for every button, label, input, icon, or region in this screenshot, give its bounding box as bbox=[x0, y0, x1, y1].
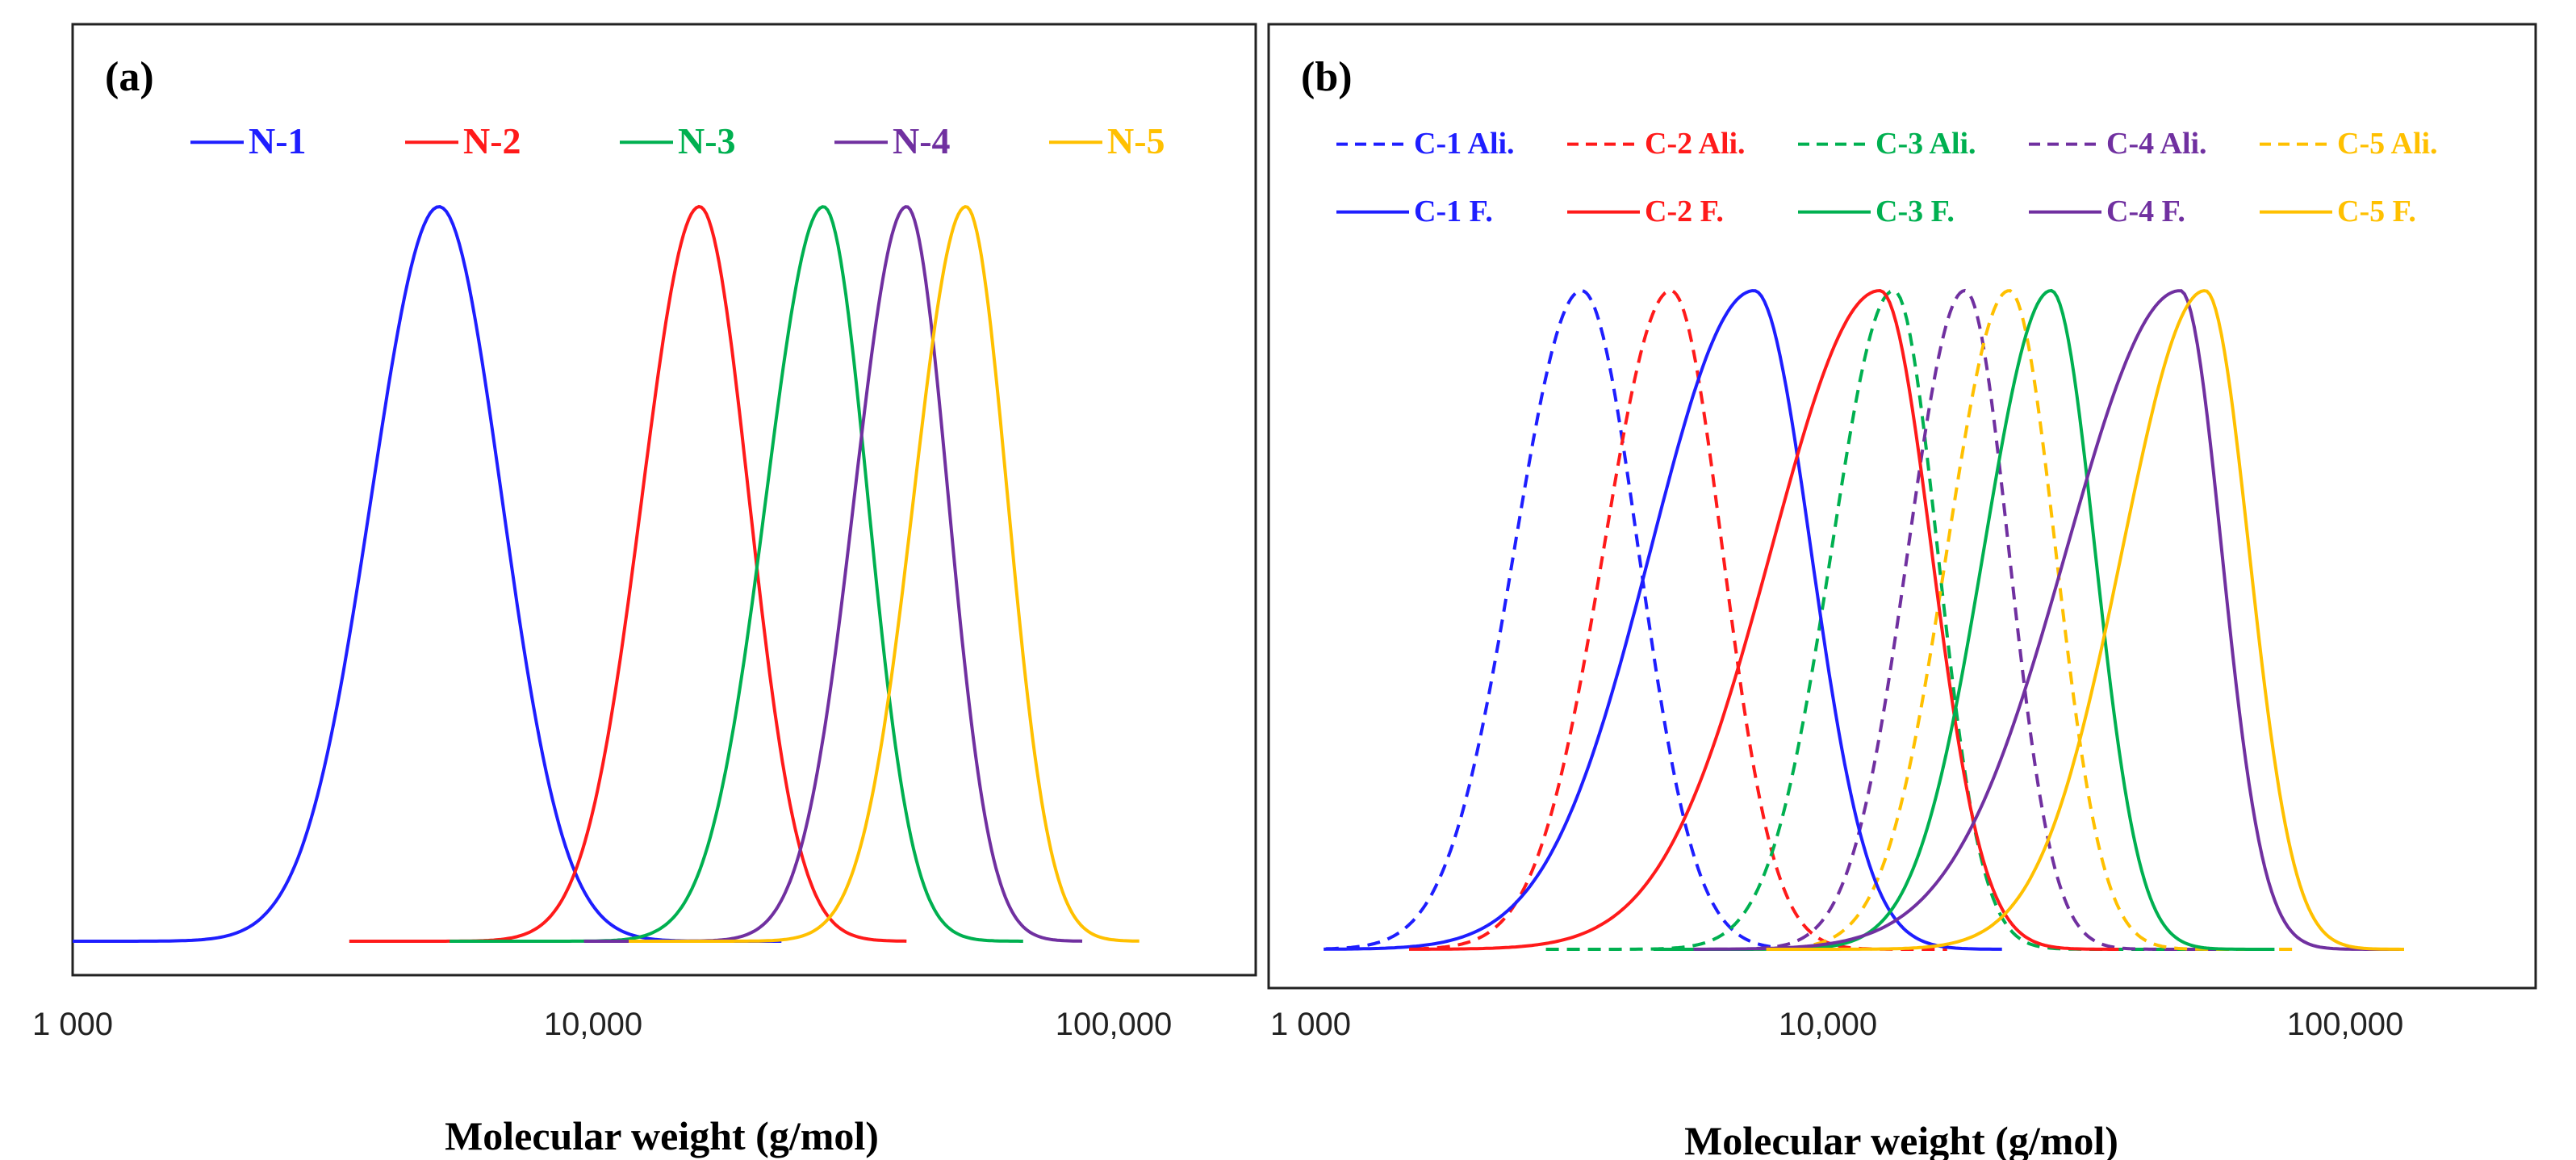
legend-item: C-3 F. bbox=[1798, 195, 1955, 228]
plot-frame-b bbox=[1267, 23, 2537, 990]
x-tick-label: 1 000 bbox=[32, 1007, 113, 1042]
x-axis-title-a: Molecular weight (g/mol) bbox=[445, 1113, 879, 1158]
legend-label: N-2 bbox=[463, 120, 521, 161]
panel-b: (b) C-1 Ali. C-2 Ali. C-3 Ali. C-4 Ali. C-5 … bbox=[1267, 23, 2537, 1160]
legend-item: N-1 bbox=[190, 120, 307, 161]
legend-item: C-2 F. bbox=[1567, 195, 1724, 228]
legend-label: N-1 bbox=[249, 120, 307, 161]
legend-label: C-3 Ali. bbox=[1876, 127, 1976, 161]
x-tick-label: 100,000 bbox=[2287, 1007, 2404, 1042]
series-line-c-1-ali bbox=[1325, 288, 1792, 951]
legend-label: C-2 F. bbox=[1645, 195, 1724, 228]
legend-label: C-2 Ali. bbox=[1645, 127, 1746, 161]
legend-item: N-2 bbox=[405, 120, 521, 161]
x-tick-labels-b: 1 000 10,000 100,000 bbox=[1270, 1007, 2403, 1042]
legend-item: C-2 Ali. bbox=[1567, 127, 1746, 161]
series-line-n-5 bbox=[629, 205, 1140, 943]
legend-label: C-4 F. bbox=[2106, 195, 2185, 228]
x-tick-label: 10,000 bbox=[1779, 1007, 1877, 1042]
series-line-c-5-f bbox=[1766, 289, 2404, 951]
curves-a bbox=[73, 204, 1140, 943]
x-tick-label: 10,000 bbox=[544, 1007, 642, 1042]
legend-item: N-4 bbox=[834, 120, 951, 161]
curves-b bbox=[1324, 288, 2404, 951]
legend-label: C-1 Ali. bbox=[1414, 127, 1515, 161]
legend-label: C-1 F. bbox=[1414, 195, 1493, 228]
legend-item: C-5 Ali. bbox=[2260, 127, 2438, 161]
legend-item: C-4 Ali. bbox=[2029, 127, 2207, 161]
legend-item: C-4 F. bbox=[2029, 195, 2185, 228]
x-tick-labels-a: 1 000 10,000 100,000 bbox=[32, 1007, 1172, 1042]
series-line-c-1-f bbox=[1324, 289, 2002, 951]
legend-label: N-4 bbox=[893, 120, 951, 161]
legend-label: N-5 bbox=[1107, 120, 1165, 161]
series-line-c-2-f bbox=[1409, 288, 2119, 951]
legend-label: C-5 F. bbox=[2337, 195, 2416, 228]
legend-item: C-3 Ali. bbox=[1798, 127, 1976, 161]
x-tick-label: 1 000 bbox=[1270, 1007, 1351, 1042]
legend-item: N-5 bbox=[1049, 120, 1165, 161]
panel-label-b: (b) bbox=[1301, 54, 1353, 100]
panel-a: (a) N-1 N-2 N-3 N-4 N-5 1 000 10,000 100,000 M… bbox=[32, 23, 1257, 1158]
legend-label: N-3 bbox=[678, 120, 736, 161]
legend-label: C-4 Ali. bbox=[2106, 127, 2207, 161]
series-line-c-5-ali bbox=[1709, 289, 2295, 951]
series-line-c-4-f bbox=[1693, 289, 2404, 951]
legend-label: C-5 Ali. bbox=[2337, 127, 2438, 161]
legend-item: C-1 F. bbox=[1336, 195, 1493, 228]
legend-item: C-1 Ali. bbox=[1336, 127, 1515, 161]
legend-b: C-1 Ali. C-2 Ali. C-3 Ali. C-4 Ali. C-5 Ali.… bbox=[1336, 127, 2438, 228]
x-axis-title-b: Molecular weight (g/mol) bbox=[1684, 1118, 2118, 1160]
plot-frame-a bbox=[71, 23, 1257, 977]
series-line-c-4-ali bbox=[1693, 288, 2227, 951]
legend-a: N-1 N-2 N-3 N-4 N-5 bbox=[190, 120, 1165, 161]
series-line-n-2 bbox=[349, 204, 907, 943]
legend-item: N-3 bbox=[620, 120, 736, 161]
legend-item: C-5 F. bbox=[2260, 195, 2416, 228]
legend-label: C-3 F. bbox=[1876, 195, 1955, 228]
panel-label-a: (a) bbox=[105, 54, 154, 100]
series-line-n-3 bbox=[450, 205, 1023, 943]
x-tick-label: 100,000 bbox=[1056, 1007, 1173, 1042]
